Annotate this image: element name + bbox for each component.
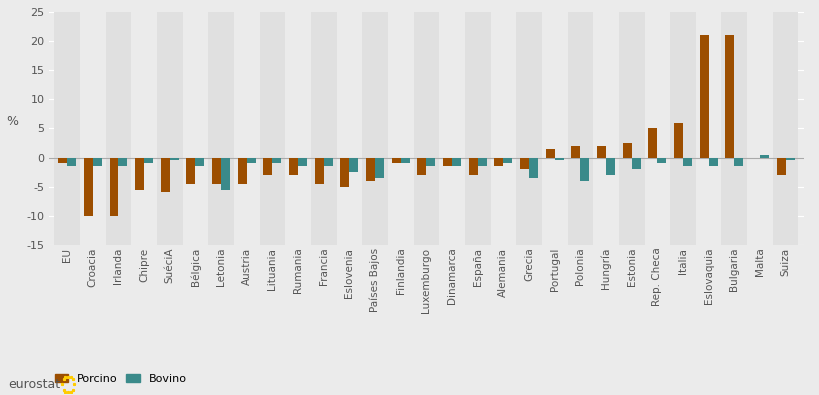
- Bar: [442, 158, 451, 166]
- Bar: [669, 12, 695, 245]
- Bar: [734, 158, 742, 166]
- Bar: [490, 12, 516, 245]
- Bar: [110, 158, 118, 216]
- Bar: [644, 12, 669, 245]
- Bar: [362, 12, 387, 245]
- Bar: [298, 158, 306, 166]
- Bar: [387, 12, 413, 245]
- Bar: [567, 12, 592, 245]
- Text: eurostat: eurostat: [8, 378, 61, 391]
- Bar: [721, 12, 746, 245]
- Y-axis label: %: %: [7, 115, 18, 128]
- Bar: [519, 158, 528, 169]
- Bar: [183, 12, 208, 245]
- Bar: [580, 158, 589, 181]
- Bar: [776, 158, 785, 175]
- Bar: [541, 12, 567, 245]
- Bar: [336, 12, 362, 245]
- Bar: [186, 158, 195, 184]
- Bar: [131, 12, 156, 245]
- Bar: [340, 158, 349, 187]
- Bar: [221, 158, 230, 190]
- Bar: [84, 158, 93, 216]
- Bar: [208, 12, 233, 245]
- Bar: [135, 158, 144, 190]
- Bar: [439, 12, 464, 245]
- Bar: [477, 158, 486, 166]
- Bar: [400, 158, 410, 164]
- Legend: Porcino, Bovino: Porcino, Bovino: [55, 374, 187, 384]
- Bar: [195, 158, 204, 166]
- Bar: [170, 158, 179, 160]
- Bar: [93, 158, 102, 166]
- Bar: [596, 146, 605, 158]
- Bar: [272, 158, 281, 164]
- Bar: [746, 12, 771, 245]
- Bar: [54, 12, 80, 245]
- Bar: [263, 158, 272, 175]
- Bar: [144, 158, 153, 164]
- Bar: [426, 158, 435, 166]
- Bar: [212, 158, 221, 184]
- Bar: [528, 158, 537, 178]
- Bar: [310, 12, 336, 245]
- Bar: [238, 158, 247, 184]
- Bar: [673, 122, 682, 158]
- Bar: [58, 158, 67, 164]
- Bar: [785, 158, 794, 160]
- Bar: [260, 12, 285, 245]
- Bar: [622, 143, 631, 158]
- Bar: [648, 128, 657, 158]
- Bar: [289, 158, 298, 175]
- Bar: [324, 158, 333, 166]
- Bar: [682, 158, 691, 166]
- Bar: [571, 146, 580, 158]
- Bar: [417, 158, 426, 175]
- Bar: [161, 158, 170, 192]
- Bar: [605, 158, 614, 175]
- Bar: [699, 35, 708, 158]
- Bar: [759, 154, 768, 158]
- Bar: [285, 12, 310, 245]
- Bar: [451, 158, 460, 166]
- Bar: [592, 12, 618, 245]
- Bar: [314, 158, 324, 184]
- Bar: [545, 149, 554, 158]
- Bar: [708, 158, 717, 166]
- Bar: [695, 12, 721, 245]
- Bar: [771, 12, 798, 245]
- Bar: [618, 12, 644, 245]
- Bar: [374, 158, 383, 178]
- Bar: [516, 12, 541, 245]
- Bar: [106, 12, 131, 245]
- Bar: [657, 158, 666, 164]
- Bar: [468, 158, 477, 175]
- Bar: [464, 12, 490, 245]
- Bar: [494, 158, 503, 166]
- Bar: [554, 158, 563, 160]
- Bar: [233, 12, 260, 245]
- Bar: [503, 158, 512, 164]
- Bar: [67, 158, 76, 166]
- Bar: [631, 158, 640, 169]
- Bar: [80, 12, 106, 245]
- Bar: [247, 158, 256, 164]
- Bar: [156, 12, 183, 245]
- Bar: [391, 158, 400, 164]
- Bar: [725, 35, 734, 158]
- Bar: [349, 158, 358, 172]
- Bar: [365, 158, 374, 181]
- Bar: [413, 12, 439, 245]
- Bar: [118, 158, 127, 166]
